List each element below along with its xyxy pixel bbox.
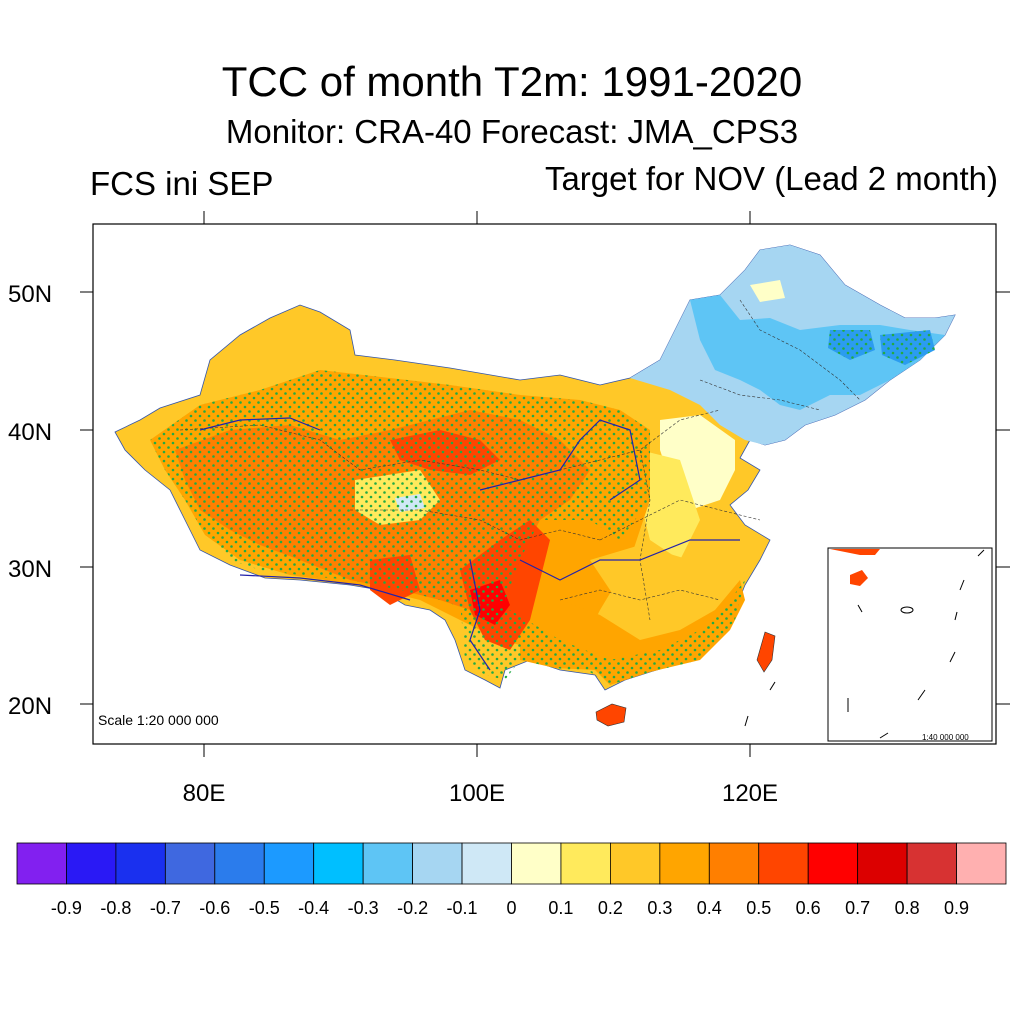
colorbar-swatch — [362, 842, 413, 885]
colorbar-tick-label: 0.9 — [944, 898, 969, 918]
colorbar — [16, 842, 1007, 885]
colorbar-swatch — [906, 842, 957, 885]
colorbar-swatch — [66, 842, 117, 885]
significance-stipple-south — [460, 580, 745, 685]
colorbar-swatch — [610, 842, 661, 885]
colorbar-swatch — [164, 842, 216, 885]
colorbar-swatch — [857, 842, 908, 885]
axis-ticks — [80, 211, 1010, 757]
main-scale-label: Scale 1:20 000 000 — [98, 712, 219, 728]
colorbar-swatch — [412, 842, 463, 885]
lat-label-40n: 40N — [8, 419, 52, 446]
colorbar-swatch — [511, 842, 562, 885]
region-northeast-blue — [690, 295, 945, 410]
significance-stipple-west — [150, 370, 650, 610]
lon-label-80e: 80E — [183, 780, 226, 807]
colorbar-swatch — [461, 842, 512, 885]
init-label: FCS ini SEP — [90, 165, 274, 202]
colorbar-tick-label: 0.2 — [598, 898, 623, 918]
significance-stipple-northeast — [828, 330, 875, 360]
inset-hainan — [850, 570, 868, 586]
region-northeast-pale — [750, 280, 785, 302]
colorbar-tick-label: -0.2 — [397, 898, 428, 918]
inset-coast — [830, 549, 880, 555]
colorbar-tick-label: -0.7 — [150, 898, 181, 918]
colorbar-tick-label: 0.7 — [845, 898, 870, 918]
colorbar-tick-label: 0.8 — [895, 898, 920, 918]
colorbar-tick-label: -0.4 — [298, 898, 329, 918]
colorbar-labels: -0.9 -0.8 -0.7 -0.6 -0.5 -0.4 -0.3 -0.2 -0.1 0 0.1… — [51, 898, 969, 918]
colorbar-swatch — [758, 842, 809, 885]
colorbar-swatch — [115, 842, 166, 885]
hainan-island — [595, 703, 627, 727]
lat-label-30n: 30N — [8, 556, 52, 583]
province-boundaries — [179, 299, 861, 621]
colorbar-swatch — [708, 842, 760, 885]
colorbar-tick-label: 0 — [506, 898, 516, 918]
lat-label-20n: 20N — [8, 693, 52, 720]
colorbar-swatch — [263, 842, 315, 885]
colorbar-tick-label: -0.1 — [447, 898, 478, 918]
colorbar-tick-label: -0.8 — [100, 898, 131, 918]
significance-stipple-northeast — [880, 330, 935, 365]
island-marks — [744, 681, 776, 727]
inset-scale-label: 1:40 000 000 — [922, 733, 969, 742]
colorbar-tick-label: -0.5 — [249, 898, 280, 918]
colorbar-tick-label: -0.9 — [51, 898, 82, 918]
taiwan-island — [756, 631, 776, 673]
colorbar-swatch — [214, 842, 265, 885]
colorbar-tick-label: 0.3 — [647, 898, 672, 918]
chart-subtitle: Monitor: CRA-40 Forecast: JMA_CPS3 — [225, 113, 799, 150]
colorbar-tick-label: 0.1 — [548, 898, 573, 918]
colorbar-tick-label: 0.4 — [697, 898, 722, 918]
colorbar-swatch — [956, 842, 1007, 885]
colorbar-tick-label: -0.3 — [348, 898, 379, 918]
lat-label-50n: 50N — [8, 281, 52, 308]
target-label: Target for NOV (Lead 2 month) — [544, 160, 998, 197]
lon-label-100e: 100E — [449, 780, 505, 807]
inset-dash-line — [847, 549, 985, 739]
rivers — [199, 417, 740, 671]
colorbar-swatch — [16, 842, 67, 885]
colorbar-swatch — [313, 842, 364, 885]
colorbar-tick-label: 0.5 — [746, 898, 771, 918]
lon-label-120e: 120E — [722, 780, 778, 807]
colorbar-tick-label: 0.6 — [796, 898, 821, 918]
colorbar-swatch — [560, 842, 611, 885]
colorbar-swatch — [659, 842, 710, 885]
chart-title: TCC of month T2m: 1991-2020 — [221, 58, 803, 105]
region-north-pale — [640, 450, 700, 560]
colorbar-swatch — [807, 842, 859, 885]
colorbar-tick-label: -0.6 — [199, 898, 230, 918]
region-southeast-pale — [590, 545, 700, 620]
